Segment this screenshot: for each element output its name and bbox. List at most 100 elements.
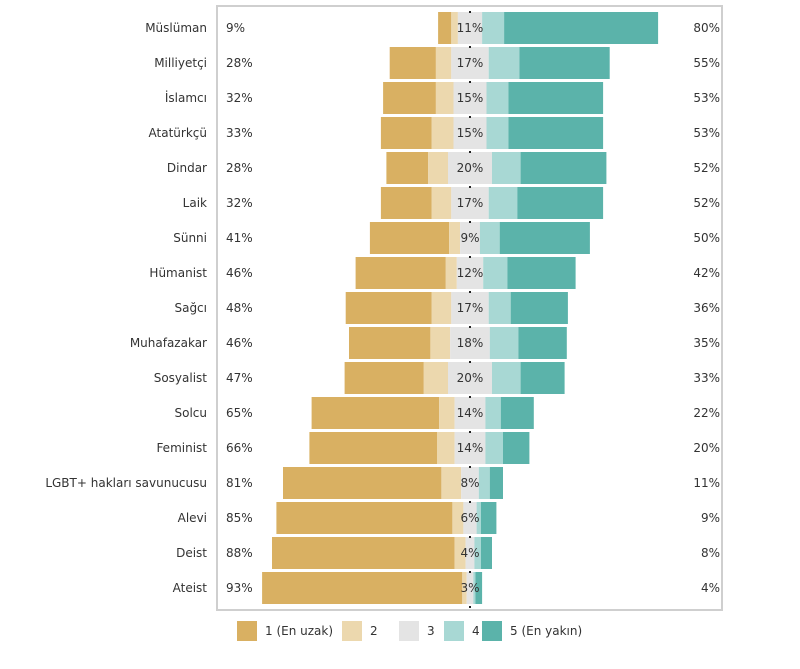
bar-segment-3 — [451, 187, 489, 219]
right-percent-label: 36% — [693, 301, 720, 315]
bar-segment-2 — [462, 572, 467, 604]
left-percent-label: 46% — [226, 266, 253, 280]
right-percent-label: 42% — [693, 266, 720, 280]
bar-segment-1 — [349, 327, 431, 359]
left-percent-label: 88% — [226, 546, 253, 560]
bar-segment-4 — [488, 187, 518, 219]
left-percent-label: 48% — [226, 301, 253, 315]
category-label: Muhafazakar — [130, 336, 207, 350]
category-label: Dindar — [167, 161, 207, 175]
legend-swatch-5 — [482, 621, 502, 641]
bar-segment-1 — [283, 467, 442, 499]
bar-segment-2 — [437, 432, 455, 464]
mid-percent-label: 9% — [460, 231, 479, 245]
right-percent-label: 52% — [693, 196, 720, 210]
left-percent-label: 33% — [226, 126, 253, 140]
bar-segment-2 — [439, 397, 455, 429]
bar-segment-2 — [449, 222, 461, 254]
left-percent-label: 65% — [226, 406, 253, 420]
left-percent-label: 32% — [226, 196, 253, 210]
bar-segment-5 — [510, 292, 568, 324]
bar-segment-5 — [503, 432, 530, 464]
bar-segment-2 — [423, 362, 448, 394]
bar-segment-3 — [453, 117, 487, 149]
right-percent-label: 50% — [693, 231, 720, 245]
bar-segment-2 — [435, 82, 454, 114]
bar-segment-3 — [466, 572, 474, 604]
bar-segment-3 — [448, 362, 492, 394]
bar-segment-1 — [383, 82, 436, 114]
right-percent-label: 8% — [701, 546, 720, 560]
bar-segment-2 — [441, 467, 462, 499]
mid-percent-label: 14% — [457, 406, 484, 420]
bar-segment-5 — [517, 187, 604, 219]
bar-segment-5 — [518, 327, 567, 359]
bar-segment-2 — [431, 187, 452, 219]
mid-percent-label: 4% — [460, 546, 479, 560]
right-percent-label: 20% — [693, 441, 720, 455]
mid-percent-label: 15% — [457, 91, 484, 105]
legend-swatch-2 — [342, 621, 362, 641]
category-label: Feminist — [156, 441, 207, 455]
plot-frame — [216, 5, 723, 611]
bar-segment-5 — [481, 502, 497, 534]
bar-segment-2 — [435, 47, 452, 79]
right-percent-label: 4% — [701, 581, 720, 595]
bar-segment-5 — [481, 537, 492, 569]
legend-swatch-1 — [237, 621, 257, 641]
category-label: Milliyetçi — [154, 56, 207, 70]
right-percent-label: 11% — [693, 476, 720, 490]
bar-segment-1 — [344, 362, 424, 394]
mid-percent-label: 6% — [460, 511, 479, 525]
mid-percent-label: 17% — [457, 56, 484, 70]
category-label: Atatürkçü — [149, 126, 207, 140]
category-label: Sağcı — [174, 301, 207, 315]
bar-segment-4 — [473, 572, 476, 604]
right-percent-label: 35% — [693, 336, 720, 350]
category-label: Sosyalist — [154, 371, 208, 385]
mid-percent-label: 17% — [457, 301, 484, 315]
bar-segment-1 — [262, 572, 463, 604]
bar-segment-2 — [430, 327, 451, 359]
bar-segment-5 — [504, 12, 659, 44]
mid-percent-label: 11% — [457, 21, 484, 35]
right-percent-label: 33% — [693, 371, 720, 385]
legend-label: 5 (En yakın) — [510, 624, 582, 638]
left-percent-label: 46% — [226, 336, 253, 350]
legend-swatch-4 — [444, 621, 464, 641]
bar-segment-1 — [311, 397, 440, 429]
left-percent-label: 28% — [226, 161, 253, 175]
left-percent-label: 93% — [226, 581, 253, 595]
category-label: Alevi — [178, 511, 207, 525]
bar-segment-2 — [431, 117, 454, 149]
left-percent-label: 9% — [226, 21, 245, 35]
bar-segment-2 — [428, 152, 448, 184]
bar-segment-1 — [345, 292, 432, 324]
category-label: Laik — [183, 196, 207, 210]
left-percent-label: 28% — [226, 56, 253, 70]
bar-segment-3 — [454, 397, 486, 429]
bar-segment-5 — [489, 467, 503, 499]
bar-segment-4 — [488, 47, 520, 79]
bar-segment-3 — [461, 467, 479, 499]
bar-segment-5 — [508, 82, 604, 114]
bar-segment-1 — [276, 502, 453, 534]
category-label: Müslüman — [145, 21, 207, 35]
bar-segment-2 — [431, 292, 452, 324]
bar-segment-3 — [451, 47, 489, 79]
right-percent-label: 22% — [693, 406, 720, 420]
left-percent-label: 47% — [226, 371, 253, 385]
right-percent-label: 53% — [693, 91, 720, 105]
bar-segment-3 — [465, 537, 475, 569]
category-label: Sünni — [173, 231, 207, 245]
bar-segment-1 — [389, 47, 436, 79]
bar-segment-2 — [451, 12, 458, 44]
category-label: Ateist — [173, 581, 208, 595]
bar-segment-3 — [456, 257, 484, 289]
legend-label: 3 — [427, 624, 435, 638]
right-percent-label: 80% — [693, 21, 720, 35]
bar-segment-4 — [488, 292, 511, 324]
category-label: Deist — [176, 546, 207, 560]
bar-segment-5 — [475, 572, 483, 604]
right-percent-label: 52% — [693, 161, 720, 175]
